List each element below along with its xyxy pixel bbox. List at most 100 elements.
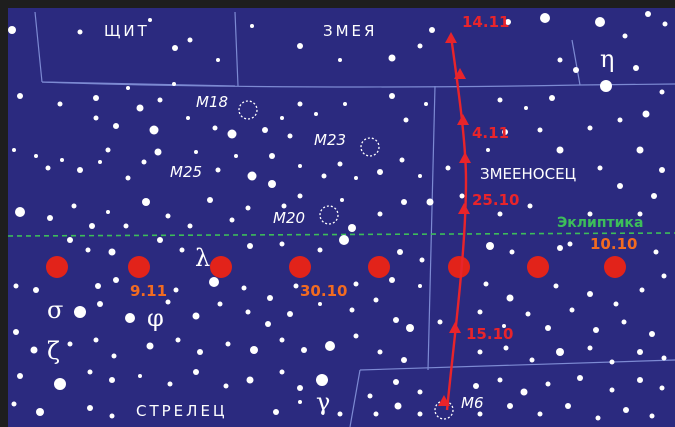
m23-marker [360, 137, 380, 157]
star [587, 345, 593, 351]
sky-background [8, 8, 675, 427]
star [497, 211, 503, 217]
star [173, 287, 179, 293]
star [497, 377, 503, 383]
star [545, 325, 551, 331]
star [247, 171, 257, 181]
star [595, 17, 605, 27]
track-date-25-10: 25.10 [472, 191, 519, 209]
star [377, 169, 383, 175]
star-label-phi: φ [147, 304, 164, 332]
sun-disc [46, 256, 68, 278]
constellation-boundaries [34, 11, 675, 427]
star [217, 301, 223, 307]
star [45, 165, 51, 171]
m18-marker [238, 100, 258, 120]
constellation-label-ophiuchus: ЗМЕЕНОСЕЦ [480, 165, 577, 183]
track-arrow [438, 395, 450, 406]
star [287, 311, 293, 317]
star [146, 342, 154, 350]
star [477, 349, 483, 355]
star [502, 324, 506, 328]
star [394, 402, 402, 410]
star [377, 211, 383, 217]
constellation-label-shield: ЩИТ [104, 22, 150, 40]
star [527, 203, 533, 209]
star [193, 369, 199, 375]
star [617, 183, 623, 189]
star [316, 374, 328, 386]
star [123, 223, 129, 229]
star-label-eta: η [600, 45, 614, 73]
star [245, 205, 251, 211]
star [659, 89, 665, 95]
star [268, 180, 276, 188]
track-arrow [449, 322, 461, 333]
star [505, 19, 511, 25]
star [393, 317, 399, 323]
star [459, 193, 465, 199]
star [165, 213, 171, 219]
star [577, 375, 583, 381]
star [225, 341, 231, 347]
star [397, 249, 403, 255]
star [126, 86, 130, 90]
star [245, 309, 251, 315]
star [545, 381, 551, 387]
star [187, 223, 193, 229]
star [537, 127, 543, 133]
star [401, 357, 407, 363]
star [77, 167, 83, 173]
star [417, 389, 423, 395]
star [250, 346, 258, 354]
star [209, 277, 219, 287]
star [125, 313, 135, 323]
star [234, 154, 238, 158]
star [659, 167, 665, 173]
star-label-lambda: λ [195, 244, 210, 272]
star [105, 147, 111, 153]
star [109, 413, 115, 419]
star [109, 377, 115, 383]
star [111, 353, 117, 359]
star [348, 224, 356, 232]
star [223, 383, 229, 389]
star [587, 211, 593, 217]
star [367, 393, 373, 399]
sun-disc [604, 256, 626, 278]
star [622, 33, 628, 39]
star-label-gamma: γ [316, 388, 330, 416]
star [437, 319, 443, 325]
star [187, 37, 193, 43]
messier-markers [238, 100, 454, 420]
star [15, 207, 25, 217]
star [212, 125, 218, 131]
star [157, 237, 163, 243]
star [57, 101, 63, 107]
star [636, 146, 644, 154]
star [157, 97, 163, 103]
star [12, 148, 16, 152]
star [537, 411, 543, 417]
star [389, 93, 395, 99]
star [642, 110, 650, 118]
star [337, 161, 343, 167]
star [399, 157, 405, 163]
ecliptic-line [7, 232, 675, 237]
star [486, 148, 490, 152]
star [609, 387, 615, 393]
star [175, 337, 181, 343]
star [509, 249, 515, 255]
track-date-14-11: 14.11 [462, 13, 509, 31]
star [87, 369, 93, 375]
star [393, 379, 399, 385]
star [573, 67, 579, 73]
messier-label-m23: M23 [314, 131, 346, 149]
star-field [8, 11, 668, 421]
star [301, 347, 307, 353]
star [281, 203, 287, 209]
star [136, 104, 144, 112]
star [13, 329, 19, 335]
star [418, 174, 422, 178]
